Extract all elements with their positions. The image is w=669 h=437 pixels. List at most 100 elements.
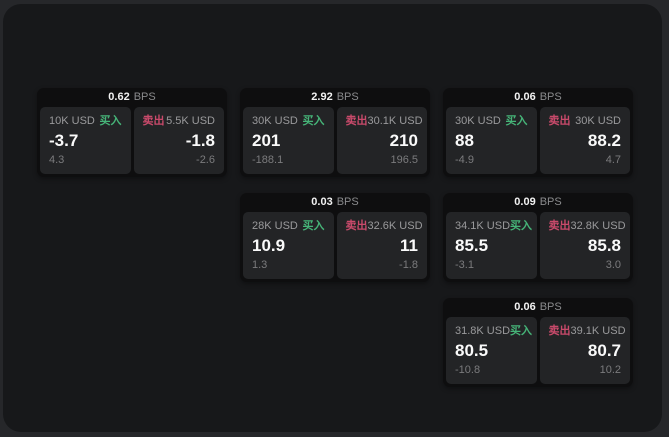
buy-amount: 10K USD bbox=[49, 115, 95, 127]
bps-header: 2.92 BPS bbox=[240, 88, 430, 107]
buy-top-row: 34.1K USD 买入 bbox=[455, 220, 532, 233]
sell-price: 210 bbox=[389, 131, 418, 150]
buy-top-row: 10K USD 买入 bbox=[49, 115, 122, 128]
buy-panel[interactable]: 30K USD 买入 88 -4.9 bbox=[446, 107, 537, 174]
buy-panel[interactable]: 10K USD 买入 -3.7 4.3 bbox=[40, 107, 131, 174]
buy-panel[interactable]: 34.1K USD 买入 85.5 -3.1 bbox=[446, 212, 537, 279]
buy-panel[interactable]: 31.8K USD 买入 80.5 -10.8 bbox=[446, 317, 537, 384]
quotes-grid: 0.62 BPS 10K USD 买入 -3.7 4.3 卖出 5.5K USD… bbox=[37, 88, 633, 387]
quote-card-body: 30K USD 买入 88 -4.9 卖出 30K USD 88.2 4.7 bbox=[443, 107, 633, 177]
sell-top-row: 卖出 30K USD bbox=[549, 115, 622, 128]
sell-button[interactable]: 卖出 bbox=[548, 115, 571, 127]
quote-card-body: 31.8K USD 买入 80.5 -10.8 卖出 39.1K USD 80.… bbox=[443, 317, 633, 387]
bps-header: 0.62 BPS bbox=[37, 88, 227, 107]
sell-delta: -2.6 bbox=[196, 154, 215, 166]
sell-price: 85.8 bbox=[587, 236, 621, 255]
buy-top-row: 28K USD 买入 bbox=[252, 220, 325, 233]
bps-value: 0.09 bbox=[514, 196, 536, 208]
buy-panel[interactable]: 30K USD 买入 201 -188.1 bbox=[243, 107, 334, 174]
sell-amount: 30K USD bbox=[575, 115, 621, 127]
buy-top-row: 30K USD 买入 bbox=[252, 115, 325, 128]
quote-card: 0.62 BPS 10K USD 买入 -3.7 4.3 卖出 5.5K USD… bbox=[37, 88, 227, 177]
buy-amount: 34.1K USD bbox=[455, 220, 511, 232]
sell-button[interactable]: 卖出 bbox=[142, 115, 165, 127]
sell-delta: 3.0 bbox=[605, 259, 621, 271]
sell-top-row: 卖出 39.1K USD bbox=[548, 325, 626, 338]
buy-button[interactable]: 买入 bbox=[302, 220, 325, 232]
sell-amount: 32.8K USD bbox=[570, 220, 626, 232]
buy-delta: -188.1 bbox=[252, 154, 284, 166]
buy-amount: 30K USD bbox=[455, 115, 501, 127]
buy-delta: 4.3 bbox=[49, 154, 65, 166]
sell-top-row: 卖出 5.5K USD bbox=[143, 115, 216, 128]
bps-unit-label: BPS bbox=[336, 196, 359, 208]
buy-panel[interactable]: 28K USD 买入 10.9 1.3 bbox=[243, 212, 334, 279]
bps-unit-label: BPS bbox=[539, 91, 562, 103]
sell-button[interactable]: 卖出 bbox=[345, 220, 368, 232]
buy-button[interactable]: 买入 bbox=[99, 115, 122, 127]
sell-price: 80.7 bbox=[587, 341, 621, 360]
quote-card-body: 28K USD 买入 10.9 1.3 卖出 32.6K USD 11 -1.8 bbox=[240, 212, 430, 282]
sell-panel[interactable]: 卖出 32.8K USD 85.8 3.0 bbox=[539, 212, 630, 279]
main-panel: 0.62 BPS 10K USD 买入 -3.7 4.3 卖出 5.5K USD… bbox=[3, 4, 662, 432]
quote-card: 0.06 BPS 30K USD 买入 88 -4.9 卖出 30K USD 8… bbox=[443, 88, 633, 177]
sell-panel[interactable]: 卖出 30K USD 88.2 4.7 bbox=[539, 107, 630, 174]
bps-unit-label: BPS bbox=[336, 91, 359, 103]
buy-price: 85.5 bbox=[455, 236, 489, 255]
bps-header: 0.06 BPS bbox=[443, 88, 633, 107]
sell-delta: 4.7 bbox=[605, 154, 621, 166]
quote-card: 0.09 BPS 34.1K USD 买入 85.5 -3.1 卖出 32.8K… bbox=[443, 193, 633, 282]
bps-value: 0.03 bbox=[311, 196, 333, 208]
quote-card: 0.06 BPS 31.8K USD 买入 80.5 -10.8 卖出 39.1… bbox=[443, 298, 633, 387]
bps-value: 0.62 bbox=[108, 91, 130, 103]
sell-button[interactable]: 卖出 bbox=[345, 115, 368, 127]
buy-price: 10.9 bbox=[252, 236, 286, 255]
buy-button[interactable]: 买入 bbox=[510, 325, 533, 337]
sell-top-row: 卖出 32.6K USD bbox=[345, 220, 423, 233]
quote-card-body: 30K USD 买入 201 -188.1 卖出 30.1K USD 210 1… bbox=[240, 107, 430, 177]
bps-value: 0.06 bbox=[514, 301, 536, 313]
sell-button[interactable]: 卖出 bbox=[548, 325, 571, 337]
buy-top-row: 31.8K USD 买入 bbox=[455, 325, 532, 338]
buy-top-row: 30K USD 买入 bbox=[455, 115, 528, 128]
buy-button[interactable]: 买入 bbox=[510, 220, 533, 232]
sell-panel[interactable]: 卖出 39.1K USD 80.7 10.2 bbox=[539, 317, 630, 384]
buy-delta: 1.3 bbox=[252, 259, 268, 271]
buy-delta: -4.9 bbox=[455, 154, 474, 166]
sell-price: -1.8 bbox=[185, 131, 215, 150]
quote-card: 2.92 BPS 30K USD 买入 201 -188.1 卖出 30.1K … bbox=[240, 88, 430, 177]
buy-amount: 28K USD bbox=[252, 220, 298, 232]
sell-delta: 10.2 bbox=[599, 364, 621, 376]
sell-panel[interactable]: 卖出 5.5K USD -1.8 -2.6 bbox=[133, 107, 224, 174]
bps-value: 0.06 bbox=[514, 91, 536, 103]
buy-button[interactable]: 买入 bbox=[302, 115, 325, 127]
sell-amount: 39.1K USD bbox=[570, 325, 626, 337]
buy-price: 201 bbox=[252, 131, 281, 150]
bps-header: 0.06 BPS bbox=[443, 298, 633, 317]
bps-unit-label: BPS bbox=[539, 196, 562, 208]
sell-button[interactable]: 卖出 bbox=[548, 220, 571, 232]
quote-card-body: 10K USD 买入 -3.7 4.3 卖出 5.5K USD -1.8 -2.… bbox=[37, 107, 227, 177]
sell-top-row: 卖出 30.1K USD bbox=[345, 115, 423, 128]
buy-delta: -10.8 bbox=[455, 364, 481, 376]
bps-unit-label: BPS bbox=[539, 301, 562, 313]
bps-unit-label: BPS bbox=[133, 91, 156, 103]
bps-value: 2.92 bbox=[311, 91, 333, 103]
sell-delta: -1.8 bbox=[399, 259, 418, 271]
sell-price: 11 bbox=[400, 236, 418, 255]
sell-panel[interactable]: 卖出 30.1K USD 210 196.5 bbox=[336, 107, 427, 174]
buy-button[interactable]: 买入 bbox=[505, 115, 528, 127]
sell-amount: 30.1K USD bbox=[367, 115, 423, 127]
quote-card: 0.03 BPS 28K USD 买入 10.9 1.3 卖出 32.6K US… bbox=[240, 193, 430, 282]
buy-price: -3.7 bbox=[49, 131, 79, 150]
sell-panel[interactable]: 卖出 32.6K USD 11 -1.8 bbox=[336, 212, 427, 279]
buy-amount: 30K USD bbox=[252, 115, 298, 127]
buy-price: 80.5 bbox=[455, 341, 489, 360]
sell-price: 88.2 bbox=[587, 131, 621, 150]
sell-delta: 196.5 bbox=[390, 154, 418, 166]
bps-header: 0.03 BPS bbox=[240, 193, 430, 212]
bps-header: 0.09 BPS bbox=[443, 193, 633, 212]
quote-card-body: 34.1K USD 买入 85.5 -3.1 卖出 32.8K USD 85.8… bbox=[443, 212, 633, 282]
sell-amount: 5.5K USD bbox=[166, 115, 215, 127]
